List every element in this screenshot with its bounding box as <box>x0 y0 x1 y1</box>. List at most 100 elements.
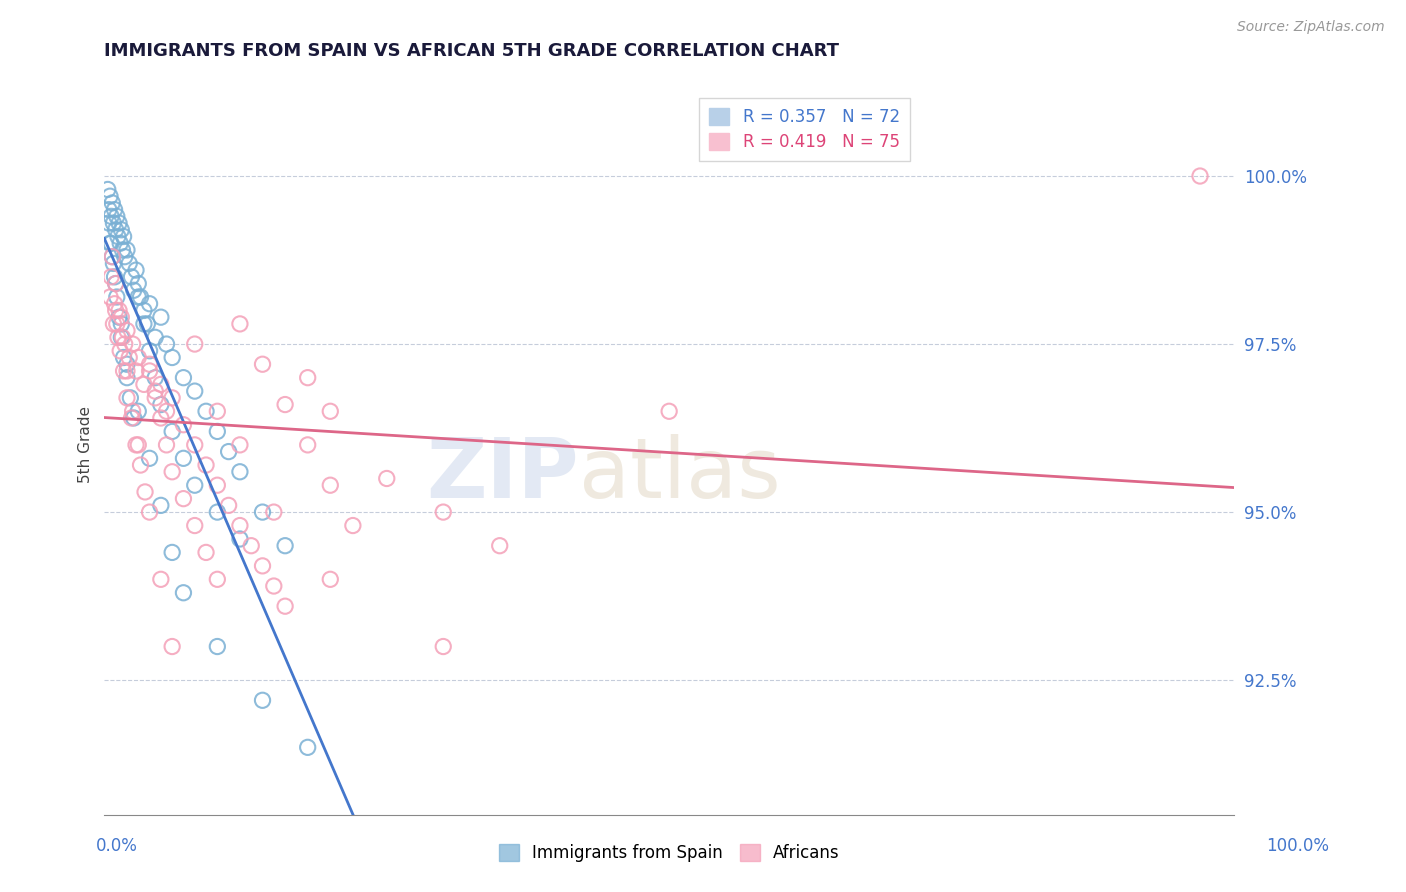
Point <box>115 357 138 371</box>
Point <box>149 411 172 425</box>
Point <box>108 216 131 230</box>
Point <box>103 297 125 311</box>
Point <box>129 290 152 304</box>
Point <box>207 425 229 439</box>
Point <box>229 438 252 452</box>
Point <box>375 471 398 485</box>
Point <box>229 317 252 331</box>
Point <box>121 411 143 425</box>
Point <box>252 357 274 371</box>
Point <box>104 277 127 291</box>
Point <box>207 404 229 418</box>
Point <box>274 398 297 412</box>
Point <box>97 202 120 217</box>
Point <box>184 518 207 533</box>
Point <box>263 505 285 519</box>
Point <box>143 391 166 405</box>
Point <box>110 317 132 331</box>
Point <box>121 404 143 418</box>
Point <box>104 303 127 318</box>
Point <box>105 317 128 331</box>
Point <box>100 269 122 284</box>
Point <box>110 330 132 344</box>
Point <box>155 404 177 418</box>
Point <box>114 337 136 351</box>
Text: 100.0%: 100.0% <box>1265 837 1329 855</box>
Point <box>115 391 138 405</box>
Point <box>143 370 166 384</box>
Point <box>107 330 129 344</box>
Point <box>172 491 194 506</box>
Point <box>195 545 218 559</box>
Point <box>138 451 160 466</box>
Legend: R = 0.357   N = 72, R = 0.419   N = 75: R = 0.357 N = 72, R = 0.419 N = 75 <box>699 98 910 161</box>
Point <box>149 572 172 586</box>
Point <box>105 290 128 304</box>
Point <box>207 505 229 519</box>
Point <box>127 404 149 418</box>
Point <box>112 351 135 365</box>
Point <box>138 505 160 519</box>
Point <box>319 572 342 586</box>
Point <box>132 303 155 318</box>
Point <box>229 465 252 479</box>
Point <box>127 277 149 291</box>
Point <box>122 411 145 425</box>
Point <box>195 404 218 418</box>
Point <box>121 269 143 284</box>
Point <box>115 243 138 257</box>
Point <box>319 404 342 418</box>
Text: IMMIGRANTS FROM SPAIN VS AFRICAN 5TH GRADE CORRELATION CHART: IMMIGRANTS FROM SPAIN VS AFRICAN 5TH GRA… <box>104 42 839 60</box>
Point <box>125 263 148 277</box>
Point <box>127 351 149 365</box>
Point <box>297 438 319 452</box>
Point <box>155 337 177 351</box>
Point <box>100 210 122 224</box>
Point <box>118 351 141 365</box>
Point <box>218 444 240 458</box>
Point <box>115 364 138 378</box>
Point <box>118 256 141 270</box>
Point <box>160 351 183 365</box>
Point <box>160 425 183 439</box>
Point <box>138 343 160 358</box>
Point <box>115 324 138 338</box>
Point <box>125 364 148 378</box>
Point <box>207 478 229 492</box>
Point <box>240 539 263 553</box>
Point <box>342 518 364 533</box>
Point <box>488 539 510 553</box>
Point <box>184 438 207 452</box>
Point <box>112 364 135 378</box>
Point <box>149 377 172 392</box>
Point <box>134 484 156 499</box>
Point <box>160 640 183 654</box>
Point <box>172 417 194 432</box>
Point <box>101 250 124 264</box>
Point <box>104 223 127 237</box>
Point <box>114 250 136 264</box>
Point <box>184 337 207 351</box>
Point <box>129 458 152 472</box>
Point <box>111 243 134 257</box>
Point <box>125 438 148 452</box>
Point <box>160 391 183 405</box>
Point <box>149 310 172 325</box>
Point <box>98 290 121 304</box>
Point <box>432 640 454 654</box>
Point <box>100 236 122 251</box>
Point <box>297 740 319 755</box>
Point <box>108 310 131 325</box>
Point <box>98 189 121 203</box>
Point <box>184 384 207 398</box>
Point <box>207 572 229 586</box>
Point <box>108 343 131 358</box>
Point <box>172 586 194 600</box>
Text: 0.0%: 0.0% <box>96 837 138 855</box>
Point <box>143 330 166 344</box>
Point <box>97 216 120 230</box>
Point <box>103 269 125 284</box>
Point <box>160 465 183 479</box>
Point <box>132 377 155 392</box>
Point <box>127 438 149 452</box>
